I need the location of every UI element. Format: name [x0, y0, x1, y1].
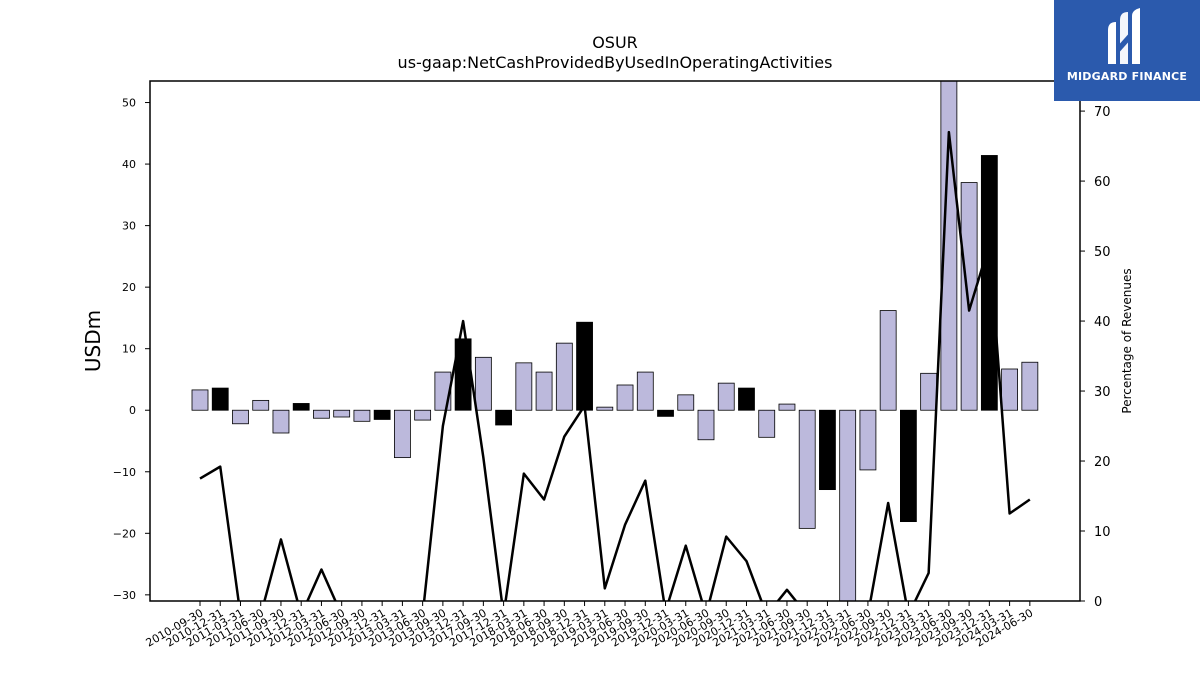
bar-2019-12-31	[657, 409, 674, 417]
bar-2017-09-30	[474, 356, 492, 411]
y-tick-label-20: 20	[122, 281, 136, 294]
bar-2020-03-31	[677, 394, 695, 411]
y-tick-label-0: 0	[129, 404, 136, 417]
bar-2021-03-31	[758, 409, 776, 438]
midgard-finance-logo: MIDGARD FINANCE	[1054, 0, 1200, 101]
bar-2019-06-30	[616, 384, 634, 411]
bar-2022-09-30	[879, 310, 897, 411]
bar-2024-03-31	[1001, 368, 1018, 411]
chart-subtitle: us-gaap:NetCashProvidedByUsedInOperating…	[398, 53, 833, 72]
bar-2020-06-30	[697, 409, 715, 441]
bar-2010-12-31	[211, 387, 229, 411]
bar-2023-12-31	[980, 155, 998, 411]
y2-tick-label-60: 60	[1094, 175, 1111, 190]
bar-2024-06-30	[1021, 361, 1039, 411]
y-tick-label-30: 30	[122, 220, 136, 233]
y-tick-label--30: −30	[113, 589, 136, 602]
bar-2011-06-30	[252, 399, 270, 411]
bar-2022-03-31	[839, 409, 857, 601]
plot-area: −30−20−10010203040500102030405060702010-…	[113, 81, 1111, 650]
y-tick-label-50: 50	[122, 97, 136, 110]
bar-2018-03-31	[515, 362, 533, 411]
bar-series	[191, 81, 1039, 601]
bar-2011-12-31	[292, 403, 310, 411]
bar-2021-12-31	[819, 409, 836, 491]
bar-2018-06-30	[535, 371, 553, 411]
chart-title: OSUR	[592, 33, 638, 52]
bar-2012-03-31	[313, 409, 330, 419]
y2-tick-label-0: 0	[1094, 595, 1102, 610]
bar-2023-09-30	[960, 182, 978, 411]
bar-2021-06-30	[778, 403, 796, 411]
bar-2021-09-30	[798, 409, 816, 529]
bar-2012-06-30	[333, 409, 351, 418]
plot-frame	[149, 80, 1081, 602]
bar-2013-06-30	[414, 409, 432, 421]
bar-2022-12-31	[900, 409, 917, 523]
y2-tick-label-40: 40	[1094, 315, 1111, 330]
bar-2012-12-31	[373, 409, 391, 420]
y2-axis-label: Percentage of Revenues	[1120, 268, 1134, 413]
y-tick-label-10: 10	[122, 343, 136, 356]
y2-tick-label-70: 70	[1094, 105, 1111, 120]
bar-2013-03-31	[393, 409, 411, 459]
y2-tick-label-20: 20	[1094, 455, 1111, 470]
bar-2019-09-30	[636, 371, 654, 411]
y2-tick-label-50: 50	[1094, 245, 1111, 260]
y2-tick-label-30: 30	[1094, 385, 1111, 400]
line-series	[199, 130, 1031, 601]
bar-2023-03-31	[920, 372, 938, 411]
y-tick-label-40: 40	[122, 158, 136, 171]
bar-2010-09-30	[191, 389, 209, 411]
bar-2018-12-31	[576, 321, 593, 411]
y-axis-label: USDm	[81, 310, 105, 372]
y2-tick-label-10: 10	[1094, 525, 1111, 540]
bar-2012-09-30	[353, 409, 371, 422]
bar-2022-06-30	[859, 409, 877, 471]
bar-2020-12-31	[738, 387, 755, 411]
bar-2017-12-31	[495, 409, 513, 426]
bar-2011-03-31	[232, 409, 249, 425]
percentage-line	[199, 130, 1031, 601]
midgard-logo-icon	[1108, 8, 1140, 64]
y-tick-label--20: −20	[113, 527, 136, 540]
bar-2020-09-30	[717, 382, 735, 411]
y-tick-label--10: −10	[113, 466, 136, 479]
bar-2018-09-30	[555, 342, 573, 411]
bar-2011-09-30	[272, 409, 290, 434]
bar-2019-03-31	[596, 406, 614, 411]
logo-text: MIDGARD FINANCE	[1066, 70, 1188, 83]
